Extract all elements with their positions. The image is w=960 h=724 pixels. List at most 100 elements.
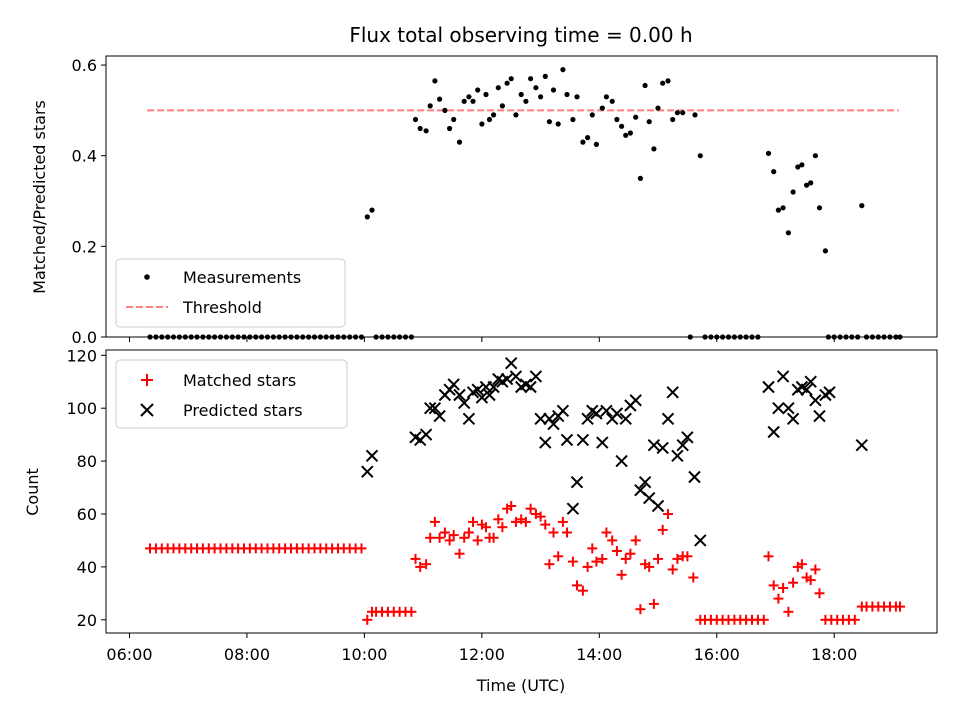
measurement-point: [593, 141, 600, 147]
matched-star-point: [763, 551, 774, 562]
measurement-point: [637, 175, 644, 181]
measurement-point: [680, 110, 686, 116]
predicted-star-point: [556, 404, 570, 418]
matched-star-point: [778, 583, 789, 593]
legend-matched-marker: [141, 374, 153, 386]
y-tick-label: 20: [77, 611, 97, 630]
matched-star-point: [463, 527, 474, 538]
predicted-star-point: [500, 372, 514, 386]
matched-star-point: [572, 580, 582, 591]
y-tick-label: 40: [77, 558, 97, 577]
matched-star-point: [362, 614, 373, 625]
measurement-point: [518, 91, 524, 98]
predicted-star-point: [475, 391, 489, 404]
matched-star-point: [667, 564, 678, 575]
matched-star-point: [849, 614, 860, 625]
matched-star-point: [544, 559, 555, 570]
measurement-point: [646, 119, 652, 125]
measurement-point: [670, 116, 676, 123]
matched-star-point: [601, 527, 612, 538]
measurement-point: [508, 76, 514, 82]
predicted-star-point: [539, 436, 552, 449]
predicted-star-point: [629, 394, 642, 407]
measurement-point: [479, 121, 485, 127]
matched-star-point: [421, 559, 432, 570]
predicted-star-point: [688, 470, 701, 484]
matched-star-point: [434, 532, 445, 543]
measurement-point: [437, 96, 443, 102]
measurement-point: [614, 116, 620, 123]
measurement-point: [692, 112, 698, 118]
matched-star-point: [472, 535, 483, 546]
measurement-point: [799, 162, 805, 168]
legend-predicted-marker: [140, 403, 154, 417]
matched-star-point: [630, 535, 641, 546]
bottom-y-axis-label: Count: [23, 468, 42, 516]
measurement-point: [456, 139, 463, 145]
matched-star-point: [663, 509, 673, 519]
matched-star-point: [540, 519, 551, 530]
predicted-star-point: [447, 378, 460, 391]
legend-measurements-marker: [144, 274, 150, 280]
matched-star-point: [783, 606, 794, 617]
chart-title: Flux total observing time = 0.00 h: [349, 23, 692, 47]
measurement-point: [417, 125, 423, 132]
matched-star-point: [410, 553, 421, 564]
bottom-y-axis: 20 40 60 80 100 120: [66, 346, 106, 630]
y-tick-label: 0.0: [72, 328, 97, 347]
y-tick-label: 100: [66, 399, 97, 418]
matched-star-point: [657, 524, 668, 535]
x-tick-label: 06:00: [106, 645, 152, 664]
x-tick-label: 14:00: [576, 645, 622, 664]
predicted-star-point: [581, 412, 594, 426]
matched-star-point: [562, 527, 572, 538]
matched-star-point: [616, 569, 627, 580]
y-tick-label: 0.4: [72, 147, 97, 166]
measurement-point: [495, 85, 501, 91]
predicted-star-point: [782, 401, 795, 415]
matched-star-point: [758, 614, 769, 625]
predicted-star-point: [638, 475, 652, 489]
measurement-point: [660, 80, 666, 86]
matched-star-point: [481, 522, 491, 533]
matched-star-point: [810, 564, 821, 575]
matched-star-point: [567, 556, 578, 567]
matched-star-point: [525, 503, 536, 514]
matched-star-point: [406, 606, 417, 617]
matched-star-point: [415, 561, 426, 572]
measurement-point: [513, 112, 519, 118]
measurement-point: [461, 98, 467, 104]
measurement-point: [655, 105, 661, 111]
predicted-star-point: [647, 438, 661, 452]
matched-star-point: [587, 543, 598, 554]
predicted-star-point: [560, 433, 574, 447]
predicted-star-point: [483, 388, 496, 402]
measurement-point: [585, 135, 591, 141]
measurement-point: [533, 85, 539, 91]
x-tick-label: 16:00: [694, 645, 740, 664]
measurement-point: [475, 87, 481, 93]
measurement-point: [812, 153, 819, 159]
measurement-point: [538, 94, 544, 100]
predicted-star-point: [813, 409, 826, 423]
matched-star-point: [454, 548, 465, 559]
measurement-point: [442, 107, 448, 113]
top-y-axis: 0.0 0.2 0.4 0.6: [72, 56, 106, 347]
y-tick-label: 0.6: [72, 56, 97, 75]
predicted-star-point: [772, 401, 785, 415]
predicted-star-point: [619, 412, 632, 426]
predicted-star-point: [661, 412, 675, 426]
top-y-axis-label: Matched/Predicted stars: [30, 100, 49, 294]
measurement-point: [483, 91, 489, 98]
predicted-star-point: [651, 499, 665, 513]
measurement-point: [447, 125, 453, 132]
measurement-point: [651, 146, 657, 152]
predicted-star-point: [566, 502, 580, 515]
predicted-star-point: [676, 438, 689, 452]
matched-star-point: [510, 516, 521, 527]
measurement-point: [451, 116, 457, 123]
predicted-star-point: [419, 428, 433, 441]
measurement-point: [665, 78, 671, 84]
predicted-star-point: [596, 436, 609, 449]
